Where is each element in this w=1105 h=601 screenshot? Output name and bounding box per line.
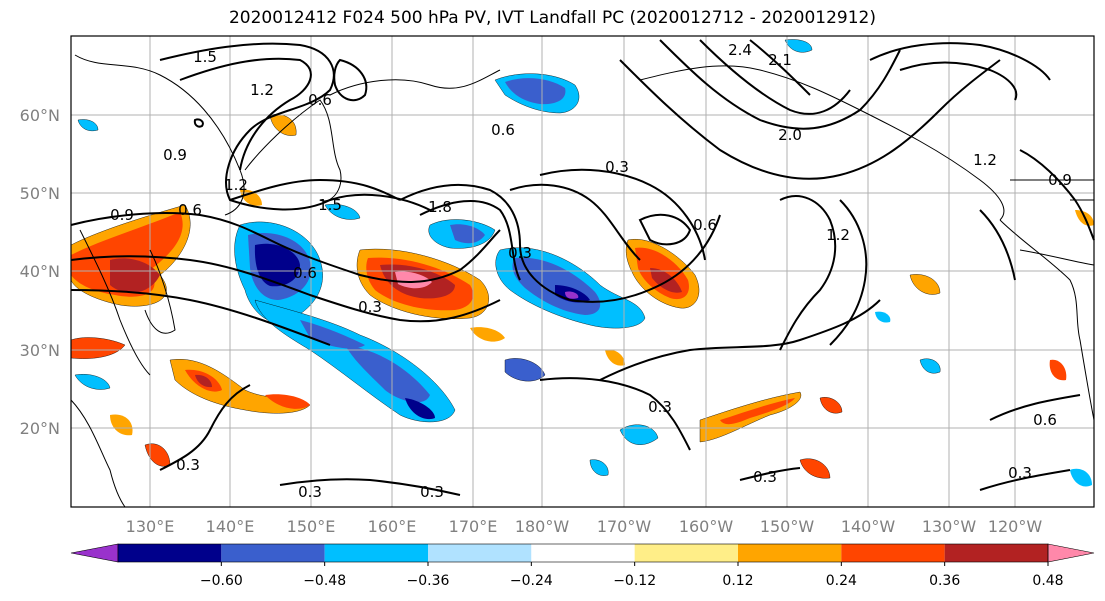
- contour-label: 1.2: [973, 151, 997, 169]
- longitude-labels: 130°E 140°E 150°E 160°E 170°E 180°W 170°W 160°W…: [126, 517, 1043, 536]
- colorbar-outline: [117, 543, 1049, 563]
- colorbar-tick-label: −0.48: [303, 573, 346, 589]
- longitude-label: 150°E: [287, 517, 336, 536]
- map-gridlines: [71, 36, 1094, 507]
- colorbar-tick-label: 0.36: [929, 573, 960, 589]
- colorbar-tick-labels: −0.60 −0.48 −0.36 −0.24 −0.12 0.12 0.24 0.36 0.4…: [200, 562, 1064, 589]
- map-title: 2020012412 F024 500 hPa PV, IVT Landfall…: [228, 8, 876, 28]
- longitude-label: 140°W: [841, 517, 896, 536]
- contour-label: 0.6: [491, 121, 515, 139]
- contour-label: 2.4: [728, 41, 752, 59]
- contour-label: 0.3: [605, 158, 629, 176]
- longitude-label: 170°E: [449, 517, 498, 536]
- contour-labels: 1.5 1.2 0.9 0.6 0.6 1.5 1.2 0.6 0.3 0.3 0.6 0.3 0.9 2…: [110, 41, 1072, 501]
- contour-label: 0.9: [110, 206, 134, 224]
- colorbar-segment: [531, 544, 635, 562]
- colorbar-segment: [841, 544, 945, 562]
- colorbar-segment: [944, 544, 1048, 562]
- colorbar-tick-label: 0.12: [722, 573, 753, 589]
- latitude-label: 20°N: [20, 419, 60, 438]
- latitude-label: 40°N: [20, 262, 60, 281]
- longitude-label: 180°W: [515, 517, 570, 536]
- longitude-label: 170°W: [597, 517, 652, 536]
- latitude-label: 30°N: [20, 341, 60, 360]
- contour-label: 0.3: [508, 244, 532, 262]
- colorbar-segment: [738, 544, 842, 562]
- longitude-label: 140°E: [206, 517, 255, 536]
- latitude-label: 60°N: [20, 106, 60, 125]
- colorbar-extend-high: [1047, 543, 1095, 563]
- contour-label: 0.3: [1008, 464, 1032, 482]
- contour-label: 1.2: [224, 176, 248, 194]
- map-frame: [70, 35, 1095, 508]
- colorbar-tick-label: −0.60: [200, 573, 243, 589]
- contour-label: 2.0: [778, 126, 802, 144]
- contour-label: 2.1: [768, 51, 792, 69]
- colorbar-tick-label: −0.12: [613, 573, 656, 589]
- longitude-label: 120°W: [988, 517, 1043, 536]
- colorbar-segment: [428, 544, 532, 562]
- contour-label: 0.6: [693, 216, 717, 234]
- latitude-labels: 60°N 50°N 40°N 30°N 20°N: [20, 106, 60, 438]
- contour-label: 1.2: [826, 226, 850, 244]
- colorbar: [70, 543, 1095, 563]
- contour-label: 1.5: [193, 48, 217, 66]
- longitude-label: 130°E: [126, 517, 175, 536]
- longitude-label: 130°W: [922, 517, 977, 536]
- contour-label: 1.8: [428, 198, 452, 216]
- longitude-label: 150°W: [760, 517, 815, 536]
- contour-label: 0.6: [293, 264, 317, 282]
- colorbar-segment: [324, 544, 428, 562]
- contour-label: 0.3: [648, 398, 672, 416]
- longitude-label: 160°W: [679, 517, 734, 536]
- contour-label: 0.9: [163, 146, 187, 164]
- colorbar-segment: [118, 544, 222, 562]
- colorbar-tick-label: −0.36: [407, 573, 450, 589]
- contour-label: 0.6: [1033, 411, 1057, 429]
- contour-label: 1.2: [250, 81, 274, 99]
- colorbar-tick-label: 0.48: [1032, 573, 1063, 589]
- contour-label: 0.3: [176, 456, 200, 474]
- contour-label: 0.3: [420, 483, 444, 501]
- contour-label: 0.3: [753, 468, 777, 486]
- coastlines: [70, 54, 1095, 508]
- latitude-label: 50°N: [20, 184, 60, 203]
- contour-label: 0.3: [358, 298, 382, 316]
- contour-label: 0.6: [308, 91, 332, 109]
- colorbar-extend-low: [70, 543, 119, 563]
- colorbar-tick-label: 0.24: [826, 573, 857, 589]
- colorbar-segment: [221, 544, 325, 562]
- longitude-label: 160°E: [368, 517, 417, 536]
- contour-label: 0.3: [298, 483, 322, 501]
- contour-label: 0.9: [1048, 171, 1072, 189]
- contour-label: 0.6: [178, 201, 202, 219]
- colorbar-tick-label: −0.24: [510, 573, 553, 589]
- pv-contours: [70, 39, 1095, 496]
- contour-label: 1.5: [318, 196, 342, 214]
- shaded-anomalies: [70, 39, 1094, 487]
- colorbar-segment: [634, 544, 738, 562]
